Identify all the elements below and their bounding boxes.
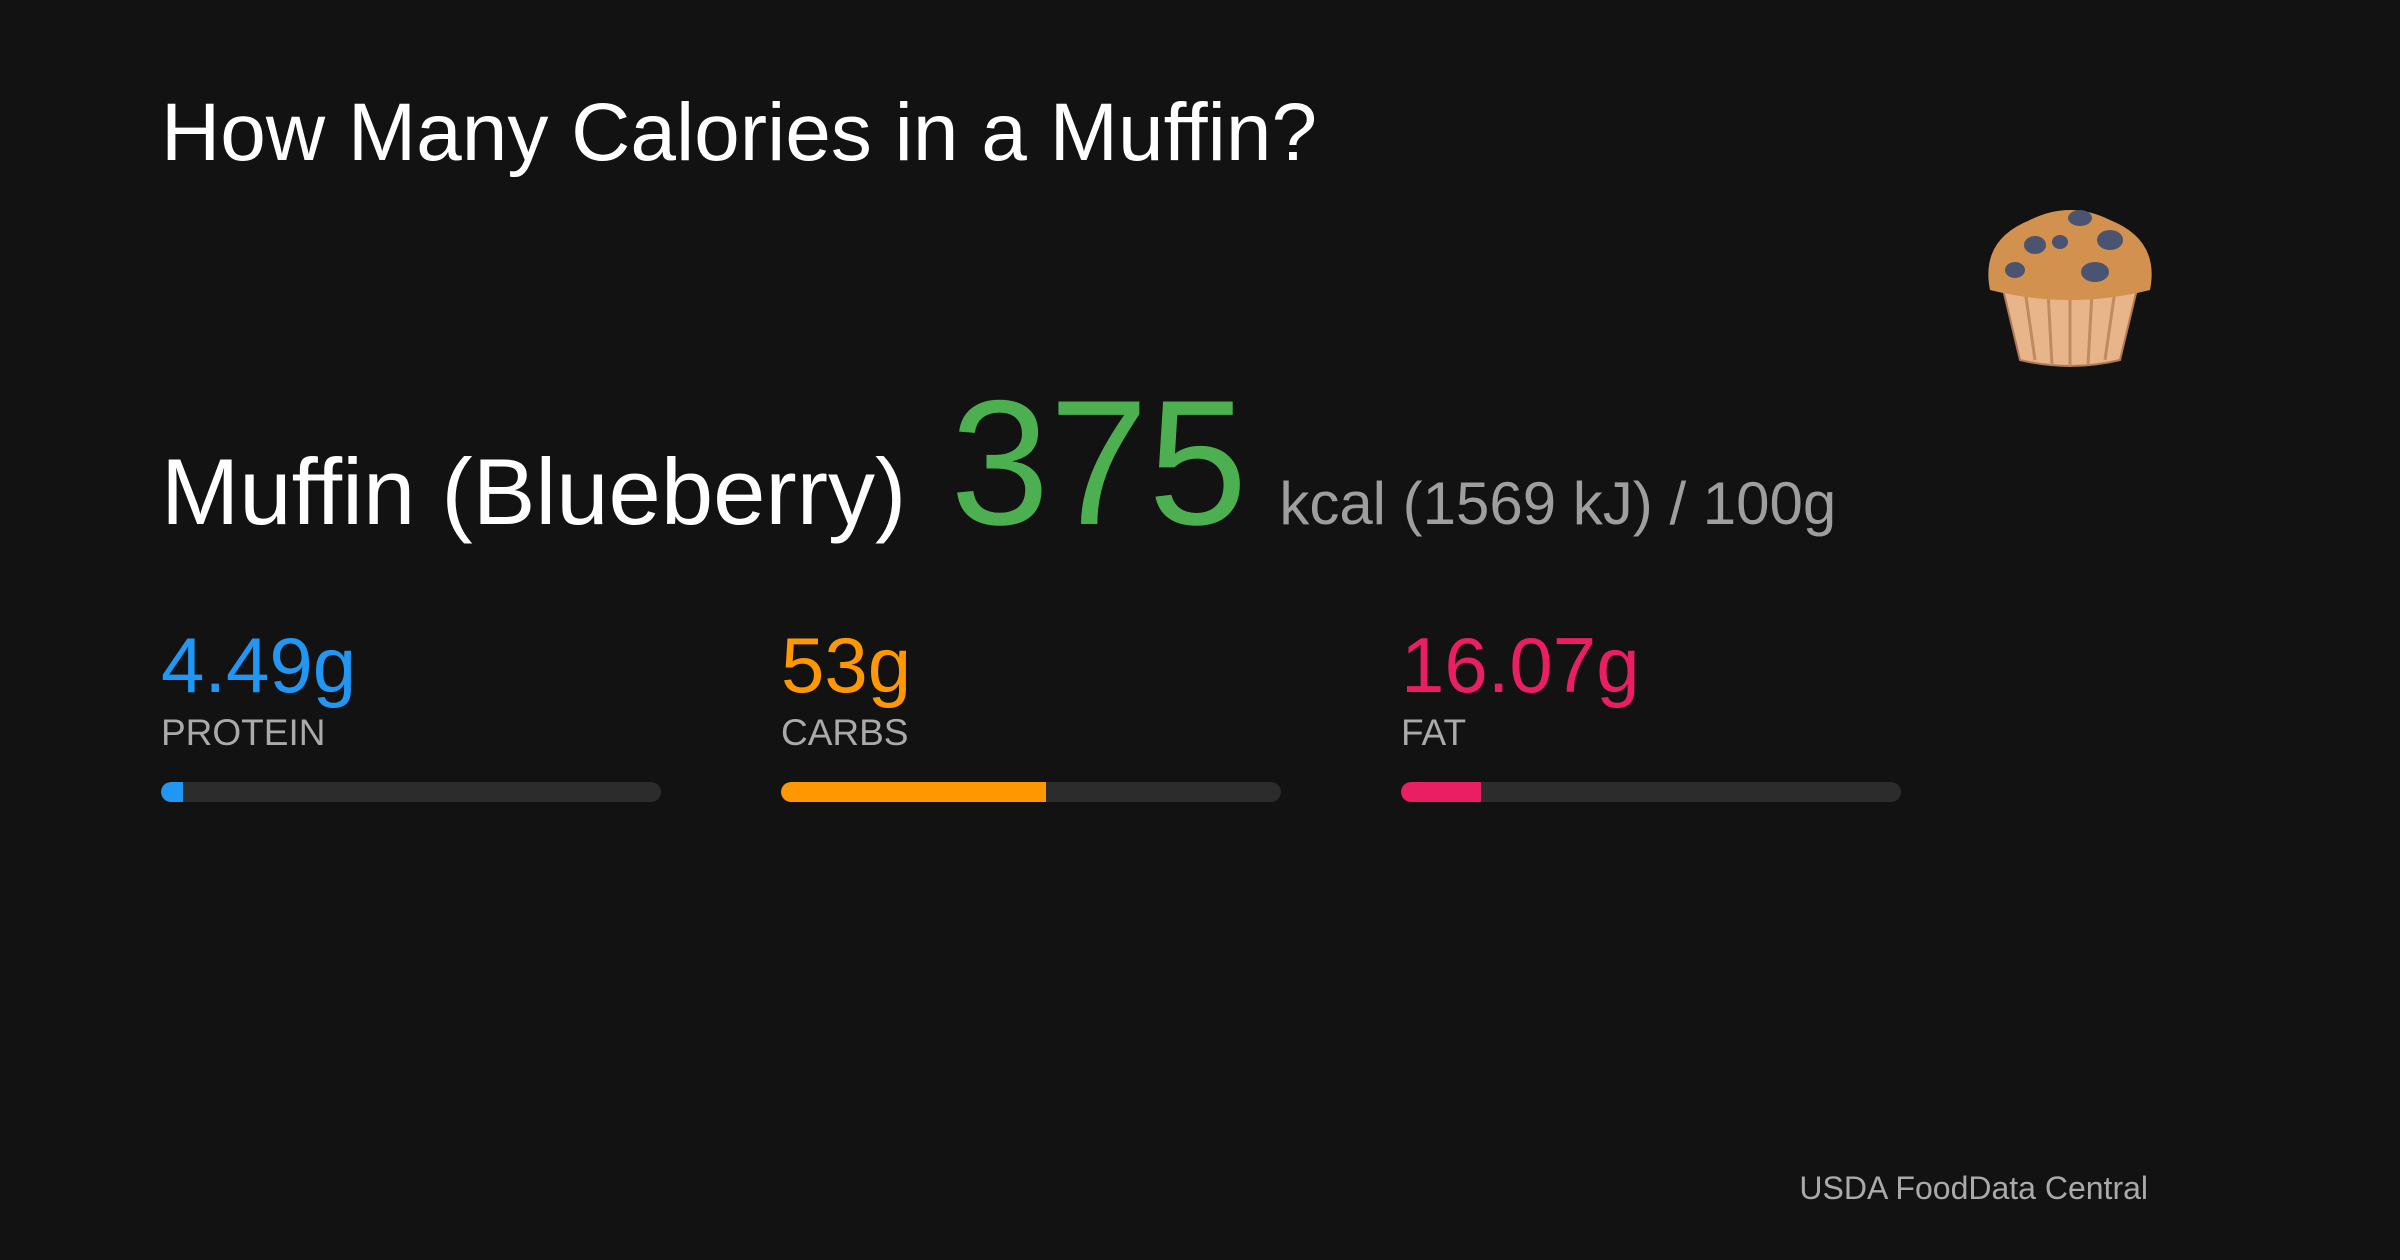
source: USDA FoodData Central: [1799, 1170, 2148, 1206]
macro-value: 4.49g: [161, 621, 357, 709]
macro-name: CARBS: [781, 712, 909, 753]
macro-value: 16.07g: [1401, 621, 1640, 709]
muffin-icon: [1988, 210, 2152, 367]
macro-bar: [781, 782, 1046, 802]
kcal-value: 375: [950, 363, 1248, 562]
macro-2: 16.07g FAT: [1401, 626, 1901, 802]
kcal-unit: kcal (1569 kJ) / 100g: [1279, 470, 1837, 537]
macro-bar: [161, 782, 184, 802]
macro-bar: [1401, 782, 1482, 802]
macro-1: 53g CARBS: [781, 626, 1281, 802]
macro-track: [1401, 782, 1901, 802]
macro-name: FAT: [1401, 712, 1467, 753]
title: How Many Calories in a Muffin?: [161, 87, 1318, 178]
calorie-row: Muffin (Blueberry) 375 kcal (1569 kJ) / …: [161, 360, 1836, 565]
macro-0: 4.49g PROTEIN: [161, 626, 661, 802]
macro-track: [781, 782, 1281, 802]
macro-value: 53g: [781, 621, 912, 709]
macro-track: [161, 782, 661, 802]
food-name: Muffin (Blueberry): [161, 439, 907, 544]
macro-name: PROTEIN: [161, 712, 326, 753]
